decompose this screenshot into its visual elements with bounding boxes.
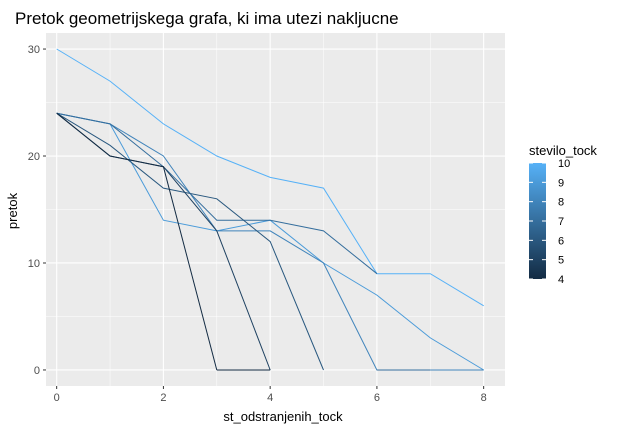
legend-label: 10	[558, 158, 570, 170]
legend-label: 5	[558, 255, 564, 267]
series-lines	[56, 48, 484, 371]
legend-colorbar	[529, 163, 546, 279]
chart-title: Pretok geometrijskega grafa, ki ima utez…	[15, 9, 399, 28]
series-line-6	[56, 112, 324, 371]
legend: stevilo_tock 10 9 8 7 6 5 4	[529, 143, 597, 286]
legend-label: 9	[558, 177, 564, 189]
y-tick-label: 0	[34, 365, 40, 377]
series-line-8	[56, 112, 431, 371]
y-tick-label: 30	[28, 44, 40, 56]
series-line-10	[56, 48, 484, 307]
grid-minor	[46, 33, 505, 386]
legend-label: 8	[558, 197, 564, 209]
grid-major	[46, 33, 505, 386]
x-tick-label: 6	[374, 392, 380, 404]
legend-title: stevilo_tock	[529, 143, 597, 158]
x-axis: 0 2 4 6 8	[54, 386, 487, 404]
y-tick-label: 20	[28, 151, 40, 163]
y-tick-label: 10	[28, 258, 40, 270]
legend-label: 4	[558, 274, 564, 286]
x-tick-label: 8	[481, 392, 487, 404]
y-axis: 0 10 20 30	[28, 44, 46, 377]
series-line-4	[56, 112, 218, 371]
x-tick-label: 2	[160, 392, 166, 404]
legend-label: 7	[558, 216, 564, 228]
legend-label: 6	[558, 235, 564, 247]
y-axis-title: pretok	[5, 192, 20, 229]
series-line-7	[56, 112, 378, 275]
x-tick-label: 4	[267, 392, 273, 404]
x-tick-label: 0	[54, 392, 60, 404]
x-axis-title: st_odstranjenih_tock	[223, 409, 343, 424]
